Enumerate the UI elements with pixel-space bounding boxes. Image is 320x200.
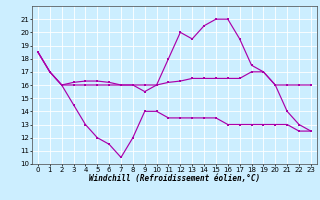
X-axis label: Windchill (Refroidissement éolien,°C): Windchill (Refroidissement éolien,°C) [89,174,260,183]
